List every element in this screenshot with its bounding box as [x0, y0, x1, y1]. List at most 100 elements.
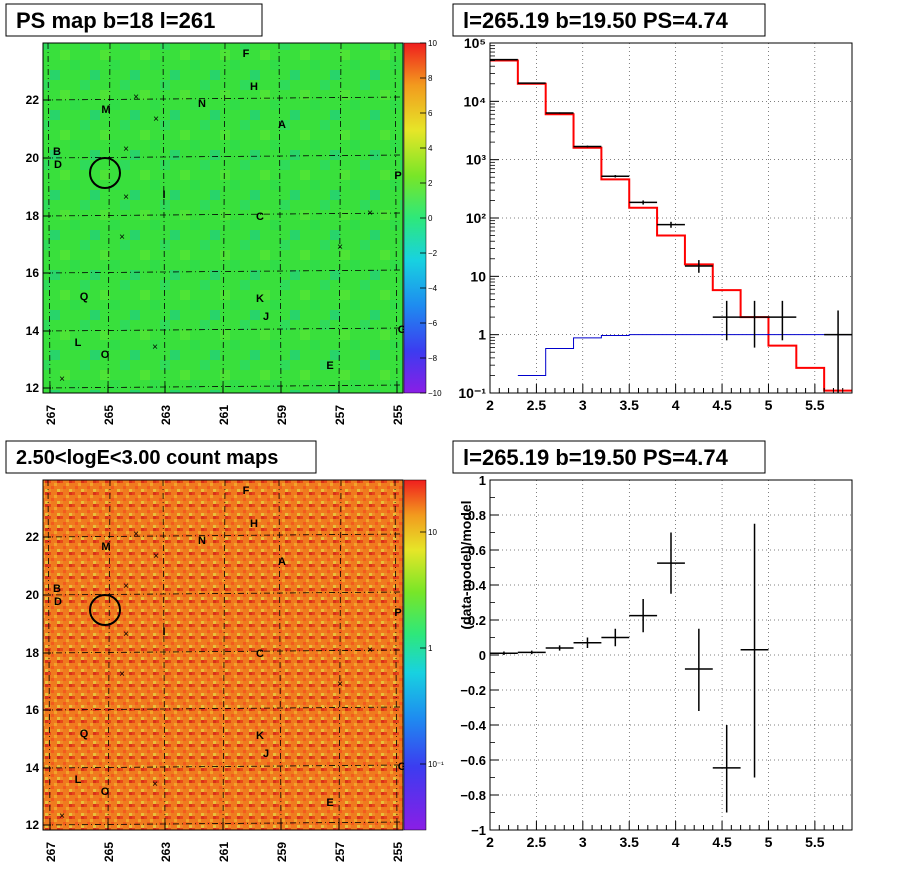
ps-map-source-label-i: I — [162, 189, 165, 201]
ps-map-source-label-g: G — [398, 324, 407, 336]
residual-x-tick-label: 4 — [672, 834, 680, 850]
cnt-map-x-tick-label: 263 — [159, 842, 173, 862]
ps-map-graticule-parallel — [42, 327, 404, 332]
ps-map-title: PS map b=18 l=261 — [16, 8, 215, 33]
ps-map-graticule-meridian — [222, 42, 226, 394]
count-map-panel: 2.50<logE<3.00 count maps F H N M A BD P I C Q KJ G… — [5, 440, 444, 862]
ps-map-source-circle — [89, 157, 121, 189]
ps-map-colorbar-tick-label: 8 — [428, 74, 433, 83]
spectrum-background-line — [517, 334, 852, 376]
cnt-map-x-tick-label: 257 — [333, 842, 347, 862]
residual-y-tick-label: −0.2 — [460, 683, 486, 698]
ps-map-graticule-parallel — [42, 96, 404, 101]
cnt-map-graticule-meridian — [162, 479, 166, 831]
residual-y-tick-label: −0.4 — [460, 718, 486, 733]
ps-map-y-tick-label: 20 — [26, 151, 40, 165]
ps-map-colorbar-tick-label: −4 — [428, 284, 438, 293]
ps-map-source-label-h: H — [250, 81, 258, 93]
cnt-map-source-label-i: I — [162, 626, 165, 638]
residual-x-tick-label: 3 — [579, 834, 587, 850]
ps-map-colorbar-tick-label: −2 — [428, 249, 438, 258]
cnt-map-source-cross: × — [59, 811, 65, 822]
cnt-map-source-cross: × — [119, 669, 125, 680]
ps-map-graticule-meridian — [47, 42, 51, 394]
ps-map-colorbar-tick-label: −6 — [428, 319, 438, 328]
cnt-map-source-label-l: L — [75, 774, 82, 786]
ps-map-source-cross: × — [152, 342, 158, 353]
cnt-map-x-tick-label: 267 — [44, 842, 58, 862]
cnt-map-graticule-parallel — [42, 533, 404, 538]
ps-map-source-label-n: N — [198, 98, 206, 110]
cnt-map-source-label-o: O — [101, 786, 110, 798]
ps-map-graticule — [42, 42, 404, 394]
cnt-map-source-cross: × — [123, 629, 129, 640]
residual-title: l=265.19 b=19.50 PS=4.74 — [463, 445, 729, 470]
spectrum-y-tick-label: 10⁻¹ — [458, 385, 486, 401]
count-map-title-box — [5, 440, 317, 474]
residual-plot: 2 2.5 3 3.5 4 4.5 5 5.5 −1 −0.8 −0.6 −0.4 −0.2 0 0.2 0.… — [458, 473, 853, 850]
ps-map-x-tick-label: 267 — [44, 405, 58, 425]
ps-map-source-cross: × — [123, 192, 129, 203]
residual-x-tick-label: 2.5 — [527, 834, 547, 850]
ps-map-source-label-m: M — [101, 104, 110, 116]
ps-map-y-tick-label: 18 — [26, 209, 40, 223]
cnt-map-x-tick-label: 265 — [102, 842, 116, 862]
residual-y-tick-label: 0.2 — [468, 613, 486, 628]
ps-map-graticule-meridian — [394, 42, 398, 394]
cnt-map-source-label-n: N — [198, 535, 206, 547]
residual-x-tick-label: 2 — [486, 834, 494, 850]
count-map-colorbar — [403, 479, 427, 831]
spectrum-x-tick-label: 5.5 — [805, 397, 825, 413]
ps-map-source-label-b: B — [53, 146, 61, 158]
cnt-map-y-tick-label: 12 — [26, 818, 40, 832]
spectrum-x-tick-label: 2 — [486, 397, 494, 413]
residual-y-tick-label: −0.6 — [460, 753, 486, 768]
ps-map-x-tick-label: 255 — [391, 405, 405, 425]
cnt-map-graticule-meridian — [107, 479, 111, 831]
ps-map-source-label-p: P — [394, 170, 401, 182]
cnt-map-source-label-p: P — [394, 607, 401, 619]
ps-map-graticule-parallel — [42, 384, 404, 389]
cnt-map-x-tick-label: 261 — [217, 842, 231, 862]
ps-map-source-label-j: J — [263, 311, 269, 323]
ps-map-graticule-meridian — [278, 42, 282, 394]
residual-x-tick-label: 5 — [765, 834, 773, 850]
cnt-map-source-label-m: M — [101, 541, 110, 553]
ps-map-colorbar-tick-label: 10 — [428, 39, 437, 48]
cnt-map-source-cross: × — [123, 581, 129, 592]
spectrum-x-tick-label: 3 — [579, 397, 587, 413]
spectrum-x-tick-label: 4 — [672, 397, 680, 413]
spectrum-y-tick-label: 10 — [470, 268, 486, 284]
ps-map-graticule-meridian — [162, 42, 166, 394]
ps-map-source-cross: × — [123, 144, 129, 155]
residual-y-tick-label: −1 — [471, 823, 486, 838]
ps-map-graticule-parallel — [42, 212, 404, 217]
spectrum-x-tick-label: 2.5 — [527, 397, 547, 413]
spectrum-y-tick-label: 10³ — [466, 152, 487, 168]
ps-map-colorbar-tick-label: 6 — [428, 109, 433, 118]
cnt-map-colorbar-tick-label: 1 — [428, 644, 433, 653]
spectrum-x-tick-label: 4.5 — [712, 397, 732, 413]
cnt-map-y-tick-label: 20 — [26, 588, 40, 602]
cnt-map-source-cross: × — [133, 529, 139, 540]
cnt-map-y-tick-label: 22 — [26, 530, 40, 544]
cnt-map-graticule-parallel — [42, 649, 404, 654]
spectrum-x-tick-label: 3.5 — [619, 397, 639, 413]
cnt-map-source-label-a: A — [278, 556, 286, 568]
residual-y-tick-label: 1 — [479, 473, 486, 488]
spectrum-y-tick-label: 10⁴ — [464, 93, 487, 109]
residual-x-tick-label: 3.5 — [619, 834, 639, 850]
count-map-y-ticks: 12 14 16 18 20 22 — [26, 530, 51, 832]
ps-map-graticule-parallel — [42, 154, 404, 159]
cnt-map-graticule-meridian — [394, 479, 398, 831]
ps-map-colorbar-tick-label: 2 — [428, 179, 433, 188]
cnt-map-source-label-q: Q — [80, 728, 89, 740]
count-map-heatmap — [43, 480, 403, 830]
cnt-map-graticule-meridian — [278, 479, 282, 831]
cnt-map-graticule-parallel — [42, 821, 404, 826]
ps-map-x-ticks: 267 265 263 261 259 257 255 — [44, 385, 405, 425]
cnt-map-graticule-parallel — [42, 591, 404, 596]
cnt-map-source-label-j: J — [263, 748, 269, 760]
ps-map-colorbar-tick-label: −8 — [428, 354, 438, 363]
spectrum-title-box — [452, 3, 766, 37]
